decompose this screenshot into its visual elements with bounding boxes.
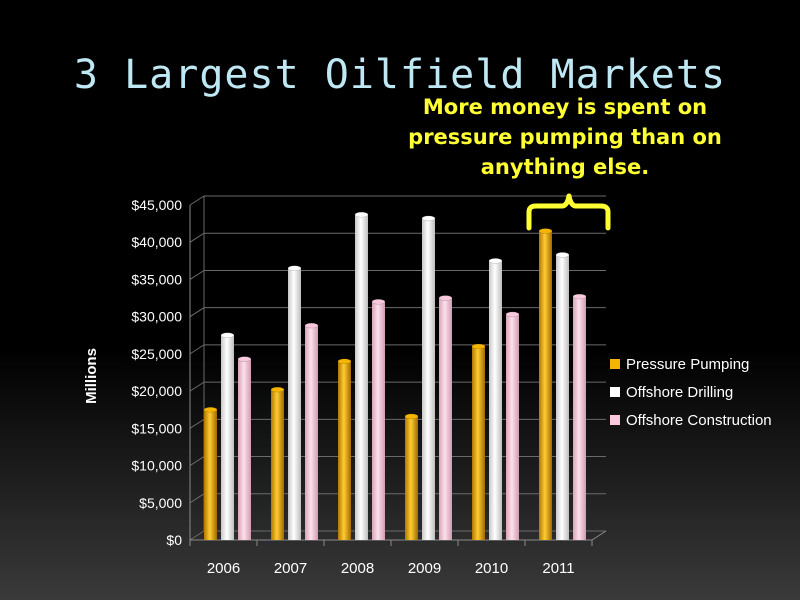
bar-cap [287, 265, 302, 272]
bar-cap [488, 258, 503, 264]
bar-cap [421, 215, 436, 222]
bar-cap [354, 211, 369, 218]
bar [204, 409, 217, 540]
bar [338, 361, 351, 540]
bar [489, 260, 502, 540]
bar [573, 296, 586, 540]
callout-line: pressure pumping than on [408, 125, 722, 149]
bar-cap [237, 356, 252, 362]
y-tick-label: $25,000 [131, 346, 182, 362]
bar [355, 214, 368, 540]
bar-cap [438, 295, 453, 301]
legend-swatch [610, 359, 620, 369]
bar-cap [203, 406, 218, 413]
bar-cap [304, 322, 319, 329]
legend-item: Pressure Pumping [610, 350, 772, 378]
y-tick-label: $15,000 [131, 420, 182, 436]
bar [506, 314, 519, 540]
bar [238, 359, 251, 540]
bar [305, 325, 318, 540]
bar-cap [337, 358, 352, 365]
bar [439, 298, 452, 540]
bars [203, 211, 587, 541]
bracket-icon [526, 193, 611, 231]
y-tick-label: $30,000 [131, 309, 182, 325]
legend-item: Offshore Drilling [610, 378, 772, 406]
bar-cap [371, 299, 386, 305]
y-tick-label: $20,000 [131, 383, 182, 399]
bar-cap [505, 311, 520, 318]
x-tick-label: 2011 [542, 560, 574, 577]
legend-item: Offshore Construction [610, 406, 772, 434]
bar [221, 335, 234, 540]
legend-label: Offshore Drilling [626, 383, 734, 401]
chart-legend: Pressure Pumping Offshore Drilling Offsh… [610, 350, 772, 434]
y-tick-label: $0 [166, 532, 182, 548]
bar-cap [538, 228, 553, 234]
x-tick-label: 2007 [274, 560, 307, 577]
legend-swatch [610, 415, 620, 425]
y-tick-label: $45,000 [131, 197, 182, 213]
bar [405, 416, 418, 540]
legend-swatch [610, 387, 620, 397]
bar [288, 268, 301, 540]
bar-cap [555, 252, 570, 258]
legend-label: Pressure Pumping [626, 355, 750, 373]
bar-cap [572, 293, 587, 300]
y-tick-label: $35,000 [131, 271, 182, 287]
bar-cap [404, 413, 419, 420]
bar [539, 231, 552, 541]
bar-cap [471, 343, 486, 350]
bar [556, 254, 569, 540]
bar [472, 346, 485, 540]
y-tick-label: $40,000 [131, 234, 182, 250]
bar [372, 301, 385, 540]
x-tick-label: 2009 [408, 560, 441, 577]
bar-cap [220, 332, 235, 339]
y-tick-label: $10,000 [131, 458, 182, 474]
x-tick-label: 2008 [341, 560, 374, 577]
x-tick-label: 2010 [475, 560, 508, 577]
floor-edge [591, 530, 607, 541]
slide-title: 3 Largest Oilfield Markets [73, 52, 727, 98]
axis-labels: $0 $5,000 $10,000 $15,000 $20,000 $25,000 $30,… [131, 197, 574, 577]
y-tick-label: $5,000 [139, 495, 182, 511]
callout-line: More money is spent on [422, 95, 708, 119]
bar [422, 218, 435, 540]
x-tick-label: 2006 [207, 560, 240, 577]
bar [271, 389, 284, 540]
bar-cap [270, 386, 285, 393]
y-axis-label: Millions [83, 348, 100, 404]
callout-line: anything else. [480, 155, 650, 179]
legend-label: Offshore Construction [626, 411, 772, 429]
callout-text: More money is spent on pressure pumping … [400, 92, 730, 182]
